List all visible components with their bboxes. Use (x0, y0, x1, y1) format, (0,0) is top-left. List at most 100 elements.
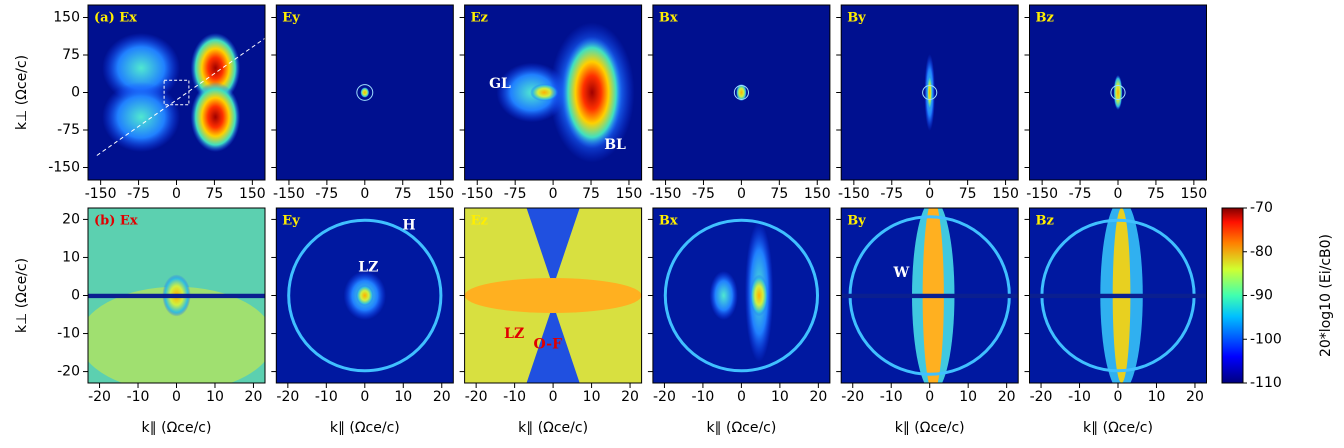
annotation: LZ (504, 326, 524, 342)
panel-title: (a) Ex (94, 11, 137, 26)
x-tick-label: 0 (1114, 186, 1123, 202)
x-axis-label: k∥ (Ωce/c) (1083, 420, 1153, 436)
resonance-ring (922, 85, 938, 100)
x-tick-label: -150 (85, 186, 117, 202)
intensity-blob (561, 36, 623, 149)
colorbar-tick-label: -70 (1250, 200, 1273, 216)
x-tick-label: -75 (504, 186, 527, 202)
panel-title: Ey (282, 11, 300, 26)
x-tick-label: -10 (691, 389, 714, 405)
y-axis-label: k⊥ (Ωce/c) (14, 258, 30, 333)
y-tick-label: 0 (71, 288, 80, 304)
x-tick-label: -150 (838, 186, 870, 202)
x-tick-label: -20 (276, 389, 299, 405)
x-tick-label: -75 (315, 186, 338, 202)
x-tick-label: -20 (841, 389, 864, 405)
x-tick-label: 0 (1114, 389, 1123, 405)
dark-line (88, 293, 265, 299)
panel-title: By (847, 214, 866, 229)
x-tick-label: 10 (771, 389, 789, 405)
x-axis-label: k∥ (Ωce/c) (330, 420, 400, 436)
intensity-blob (1113, 75, 1123, 110)
resonance-ring (1110, 85, 1126, 100)
x-tick-label: 10 (206, 389, 224, 405)
x-axis-label: k∥ (Ωce/c) (518, 420, 588, 436)
dark-line (1029, 293, 1207, 299)
intensity-blob (464, 278, 642, 313)
intensity-blob (709, 271, 738, 320)
x-tick-label: 20 (998, 389, 1016, 405)
x-tick-label: -150 (1026, 186, 1058, 202)
x-tick-label: -20 (88, 389, 111, 405)
intensity-blob (360, 87, 370, 98)
x-tick-label: -150 (461, 186, 493, 202)
x-tick-label: -10 (503, 389, 526, 405)
intensity-blob (750, 274, 768, 317)
x-tick-label: 0 (737, 186, 746, 202)
x-tick-label: 0 (925, 389, 934, 405)
x-tick-label: 75 (394, 186, 412, 202)
x-tick-label: 75 (959, 186, 977, 202)
y-tick-label: -75 (57, 122, 80, 138)
x-axis-label: k∥ (Ωce/c) (706, 420, 776, 436)
panel-title: Bx (659, 214, 678, 229)
guide-line (96, 37, 265, 156)
colorbar-tick-label: -110 (1250, 375, 1282, 391)
intensity-blob (355, 285, 374, 306)
x-tick-label: 0 (360, 389, 369, 405)
heatmap-plot (841, 5, 1019, 180)
x-tick-label: 150 (992, 186, 1019, 202)
x-tick-label: 20 (245, 389, 263, 405)
x-tick-label: 150 (1180, 186, 1207, 202)
heatmap-plot (1029, 208, 1207, 383)
x-tick-label: -75 (1069, 186, 1092, 202)
x-tick-label: 0 (549, 389, 558, 405)
x-tick-label: 0 (172, 389, 181, 405)
x-tick-label: 150 (239, 186, 266, 202)
x-tick-label: 20 (1186, 389, 1204, 405)
y-tick-label: 20 (62, 211, 80, 227)
heatmap-plot (464, 208, 642, 383)
intensity-blob (190, 33, 241, 103)
x-tick-label: 150 (427, 186, 454, 202)
x-tick-label: -75 (692, 186, 715, 202)
intensity-blob (736, 83, 747, 102)
panel-title: Bz (1036, 214, 1054, 229)
x-tick-label: 0 (360, 186, 369, 202)
x-tick-label: -75 (880, 186, 903, 202)
heatmap-plot (464, 5, 642, 180)
heatmap-plot (276, 208, 454, 383)
heatmap-plot (652, 5, 830, 180)
heatmap-plot (1029, 5, 1207, 180)
dark-line (841, 293, 1019, 299)
resonance-ring (733, 85, 749, 100)
x-tick-label: 75 (770, 186, 788, 202)
intensity-blob (102, 82, 181, 152)
x-tick-label: -75 (127, 186, 150, 202)
panel-title: By (847, 11, 866, 26)
colorbar-tick-label: -80 (1250, 244, 1273, 260)
x-tick-label: 150 (804, 186, 831, 202)
panel-title: Ez (471, 214, 488, 229)
x-tick-label: 20 (433, 389, 451, 405)
x-tick-label: 0 (549, 186, 558, 202)
low-region (526, 208, 580, 383)
y-tick-label: 10 (62, 249, 80, 265)
y-tick-label: -10 (57, 326, 80, 342)
x-tick-label: 75 (582, 186, 600, 202)
colorbar-tick-label: -100 (1250, 331, 1282, 347)
resonance-ring (663, 218, 820, 373)
x-tick-label: -20 (653, 389, 676, 405)
intensity-blob (927, 75, 933, 110)
annotation: BL (604, 137, 626, 153)
x-tick-label: -10 (315, 389, 338, 405)
heatmap-plot (652, 208, 830, 383)
colorbar-tick-label: -90 (1250, 288, 1273, 304)
annotation: O-F (534, 337, 563, 353)
x-tick-label: 10 (394, 389, 412, 405)
y-tick-label: 150 (53, 10, 80, 26)
x-tick-label: -20 (1030, 389, 1053, 405)
intensity-blob (102, 33, 181, 103)
y-tick-label: 0 (71, 85, 80, 101)
